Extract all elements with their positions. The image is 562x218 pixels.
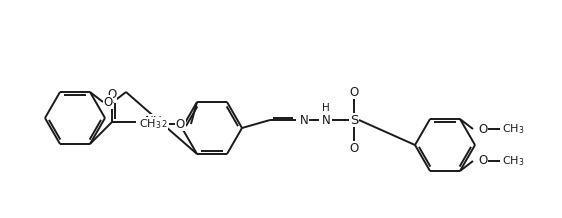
Text: CH$_3$: CH$_3$ [138, 117, 161, 131]
Text: NH$_2$: NH$_2$ [144, 114, 168, 129]
Text: S: S [350, 114, 358, 126]
Text: CH$_3$: CH$_3$ [502, 122, 524, 136]
Text: O: O [103, 95, 112, 109]
Text: O: O [176, 118, 185, 131]
Text: O: O [478, 155, 487, 167]
Text: O: O [350, 141, 359, 155]
Text: O: O [478, 123, 487, 136]
Text: N: N [300, 114, 309, 126]
Text: O: O [107, 89, 117, 102]
Text: N: N [321, 114, 330, 126]
Text: H: H [322, 103, 330, 113]
Text: O: O [350, 85, 359, 99]
Text: CH$_3$: CH$_3$ [502, 154, 524, 168]
